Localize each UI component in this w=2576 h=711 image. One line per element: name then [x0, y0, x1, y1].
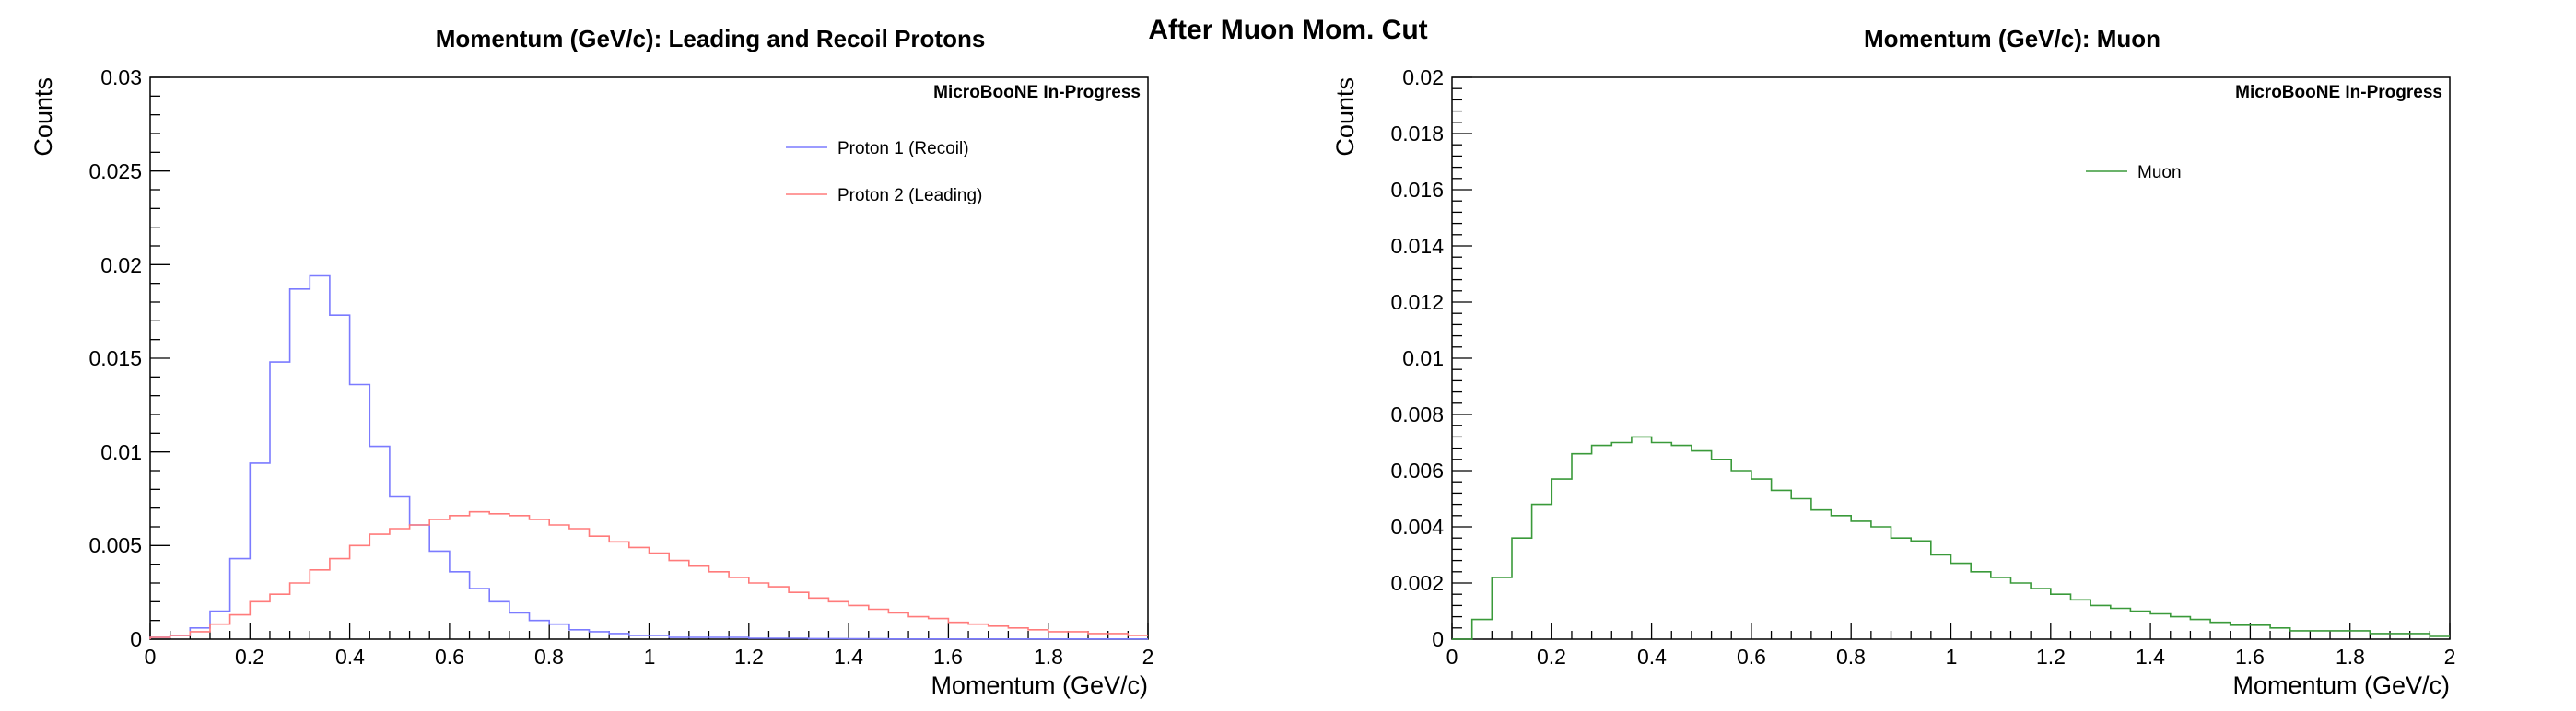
tick-marks	[1451, 76, 2451, 640]
x-tick-label: 1.4	[2136, 645, 2165, 669]
x-tick-label: 0	[1446, 645, 1458, 669]
y-axis-label: Counts	[1331, 77, 1359, 157]
y-tick-label: 0.012	[1390, 290, 1444, 314]
y-tick-label: 0.01	[100, 440, 142, 464]
x-tick-label: 0.4	[335, 645, 365, 669]
legend: Proton 1 (Recoil) Proton 2 (Leading)	[786, 139, 982, 205]
x-tick-label: 1.4	[834, 645, 863, 669]
x-tick-label: 1.6	[933, 645, 963, 669]
y-axis-label: Counts	[29, 77, 57, 157]
x-tick-label: 1	[1946, 645, 1958, 669]
y-tick-label: 0	[130, 627, 142, 651]
y-tick-label: 0.02	[1402, 65, 1444, 89]
x-tick-label: 1.2	[734, 645, 764, 669]
chart-muon: Momentum (GeV/c): Muon 0 0.2 0.4 0.6 0.8…	[1331, 25, 2455, 699]
experiment-badge: MicroBooNE In-Progress	[933, 83, 1141, 102]
y-tick-label: 0.015	[88, 346, 142, 370]
x-tick-label: 0	[145, 645, 157, 669]
x-tick-label: 0.6	[435, 645, 464, 669]
plot-frame	[149, 76, 1149, 640]
x-tick-label: 2	[2444, 645, 2456, 669]
x-axis-label: Momentum (GeV/c)	[2232, 671, 2450, 699]
tick-marks	[149, 76, 1149, 640]
y-tick-label: 0.006	[1390, 459, 1444, 483]
x-tick-label: 1	[644, 645, 656, 669]
y-tick-label: 0.03	[100, 65, 142, 89]
y-tick-label: 0.002	[1390, 571, 1444, 595]
x-tick-labels: 0 0.2 0.4 0.6 0.8 1 1.2 1.4 1.6 1.8 2	[1446, 645, 2456, 669]
y-tick-label: 0	[1432, 627, 1444, 651]
y-tick-labels: 0 0.005 0.01 0.015 0.02 0.025 0.03	[88, 65, 142, 651]
experiment-badge: MicroBooNE In-Progress	[2235, 83, 2442, 102]
chart-title: Momentum (GeV/c): Leading and Recoil Pro…	[436, 25, 986, 52]
legend-entry: Proton 1 (Recoil)	[837, 139, 969, 158]
x-tick-label: 1.8	[2336, 645, 2365, 669]
x-tick-label: 1.2	[2036, 645, 2066, 669]
series-line-muon	[1452, 436, 2450, 640]
y-tick-label: 0.018	[1390, 122, 1444, 146]
x-tick-label: 0.4	[1637, 645, 1667, 669]
y-tick-label: 0.016	[1390, 178, 1444, 202]
y-tick-label: 0.014	[1390, 234, 1444, 258]
legend-entry: Muon	[2137, 163, 2182, 182]
y-tick-label: 0.005	[88, 533, 142, 557]
y-tick-label: 0.008	[1390, 402, 1444, 426]
x-tick-label: 0.8	[534, 645, 564, 669]
y-tick-labels: 0 0.002 0.004 0.006 0.008 0.01 0.012 0.0…	[1390, 65, 1444, 651]
legend: Muon	[2086, 163, 2182, 182]
legend-entry: Proton 2 (Leading)	[837, 186, 982, 205]
chart-protons: Momentum (GeV/c): Leading and Recoil Pro…	[29, 25, 1153, 699]
x-tick-label: 1.8	[1034, 645, 1063, 669]
y-tick-label: 0.01	[1402, 346, 1444, 370]
y-tick-label: 0.025	[88, 159, 142, 183]
x-tick-labels: 0 0.2 0.4 0.6 0.8 1 1.2 1.4 1.6 1.8 2	[145, 645, 1154, 669]
x-tick-label: 0.8	[1836, 645, 1866, 669]
series-line-proton-2-leading	[149, 510, 1148, 639]
x-tick-label: 1.6	[2235, 645, 2265, 669]
x-tick-label: 0.2	[235, 645, 264, 669]
series-line-proton-1-recoil	[149, 274, 1148, 640]
y-tick-label: 0.02	[100, 253, 142, 277]
x-tick-label: 0.6	[1737, 645, 1766, 669]
y-tick-label: 0.004	[1390, 515, 1444, 539]
chart-title: Momentum (GeV/c): Muon	[1864, 25, 2160, 52]
x-tick-label: 0.2	[1537, 645, 1566, 669]
x-axis-label: Momentum (GeV/c)	[931, 671, 1148, 699]
x-tick-label: 2	[1142, 645, 1154, 669]
figure-title: After Muon Mom. Cut	[1148, 15, 1427, 45]
